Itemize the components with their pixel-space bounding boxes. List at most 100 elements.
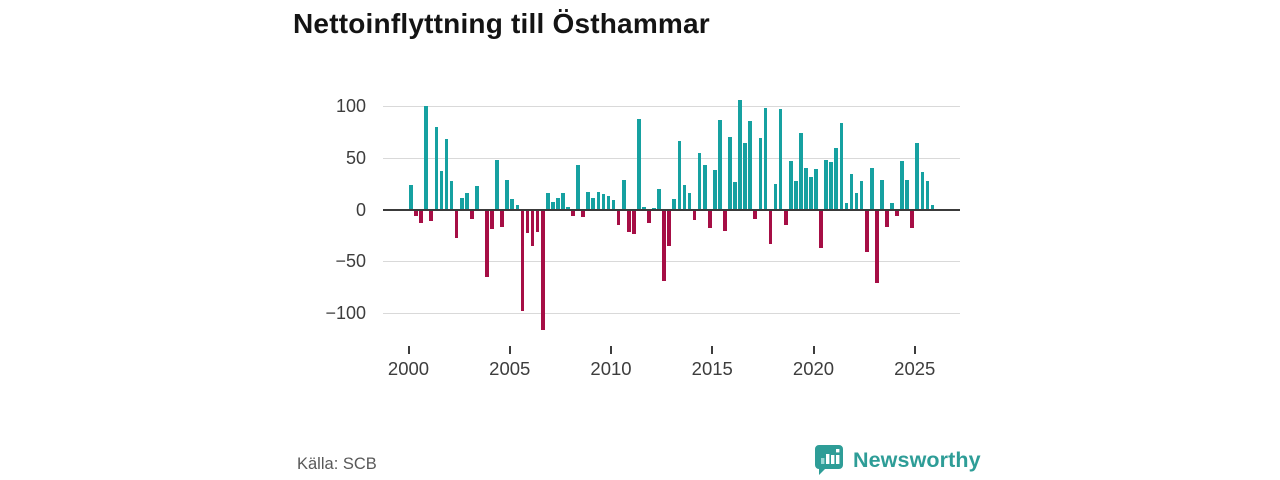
bar-2019-Q3 <box>804 168 808 210</box>
bar-2002-Q3 <box>459 198 464 210</box>
bar-2020-Q2 <box>819 211 823 249</box>
x-axis-tick-label: 2010 <box>590 358 632 379</box>
bar-2005-Q1 <box>510 199 515 210</box>
bar-2017-Q1 <box>753 211 758 220</box>
bar-2001-Q1 <box>429 211 434 222</box>
bar-2011-Q2 <box>637 118 641 210</box>
y-axis-tick-label: 50 <box>345 147 366 168</box>
bar-2024-Q4 <box>910 211 915 228</box>
bar-2021-Q4 <box>849 174 854 210</box>
bar-2014-Q1 <box>692 211 697 221</box>
bar-2022-Q2 <box>859 180 864 210</box>
bar-2017-Q2 <box>758 138 763 210</box>
bar-2023-Q3 <box>885 211 889 227</box>
bar-2007-Q1 <box>550 202 555 210</box>
bar-2015-Q4 <box>728 137 732 210</box>
bar-2004-Q3 <box>500 211 504 227</box>
bar-2018-Q3 <box>783 211 788 226</box>
bar-2002-Q1 <box>449 180 454 210</box>
bar-2020-Q3 <box>824 159 828 210</box>
bar-2012-Q4 <box>667 211 672 247</box>
newsworthy-logo-icon <box>815 445 843 475</box>
bar-2001-Q3 <box>439 171 444 210</box>
bar-2016-Q2 <box>738 99 742 210</box>
bar-2009-Q2 <box>596 191 601 210</box>
bar-2011-Q4 <box>647 211 651 224</box>
gridline-y--50 <box>383 261 960 263</box>
bar-2022-Q4 <box>869 168 874 210</box>
bar-2024-Q1 <box>895 211 899 217</box>
bar-2008-Q4 <box>586 191 591 210</box>
bar-2013-Q3 <box>682 184 687 210</box>
x-axis-tick-label: 2015 <box>691 358 733 379</box>
bar-2007-Q3 <box>561 192 565 210</box>
bar-2017-Q4 <box>768 211 773 245</box>
bar-2002-Q2 <box>454 211 459 238</box>
bar-2004-Q1 <box>490 211 494 229</box>
bar-2017-Q3 <box>763 108 768 210</box>
bar-2019-Q4 <box>809 177 813 210</box>
bar-2010-Q4 <box>626 211 631 232</box>
x-axis-tick-2025 <box>913 346 916 354</box>
x-axis-tick-2020 <box>812 346 815 354</box>
bar-2014-Q2 <box>697 152 702 210</box>
bar-2013-Q4 <box>687 192 692 210</box>
bar-2011-Q1 <box>631 211 636 234</box>
x-axis-tick-2005 <box>508 346 511 354</box>
y-axis-tick-label: −50 <box>335 251 366 272</box>
gridline-y--100 <box>383 312 960 314</box>
bar-2009-Q1 <box>591 198 596 210</box>
bar-2012-Q3 <box>662 211 666 282</box>
bar-2008-Q1 <box>571 211 575 217</box>
bar-2023-Q2 <box>880 179 884 210</box>
bar-2005-Q2 <box>515 205 520 210</box>
x-axis-tick-2000 <box>407 346 410 354</box>
bar-2010-Q3 <box>621 179 626 210</box>
bar-2013-Q1 <box>672 199 677 210</box>
bar-2015-Q1 <box>712 170 717 210</box>
bar-2002-Q4 <box>464 192 469 210</box>
bar-2018-Q4 <box>788 160 793 210</box>
bar-2016-Q4 <box>748 120 753 210</box>
bar-2018-Q2 <box>778 109 783 210</box>
bar-2024-Q3 <box>905 179 909 210</box>
bar-2008-Q3 <box>581 211 585 218</box>
bar-2021-Q3 <box>844 203 849 210</box>
bar-2016-Q3 <box>743 143 747 210</box>
bar-2005-Q4 <box>525 211 530 233</box>
y-axis-tick-label: 100 <box>335 96 366 117</box>
bar-2004-Q2 <box>495 159 499 210</box>
x-axis-tick-label: 2025 <box>894 358 936 379</box>
bar-2021-Q1 <box>834 148 839 210</box>
bar-2023-Q1 <box>874 211 879 284</box>
bar-2011-Q3 <box>642 207 646 210</box>
bar-2025-Q4 <box>930 205 935 210</box>
bar-2019-Q1 <box>793 180 798 210</box>
bar-2020-Q1 <box>814 169 818 210</box>
bar-2010-Q2 <box>616 211 621 226</box>
x-axis-tick-2015 <box>711 346 714 354</box>
bar-2005-Q3 <box>520 211 525 312</box>
bar-2001-Q2 <box>434 126 439 210</box>
bar-2010-Q1 <box>611 200 616 210</box>
gridline-y-50 <box>383 157 960 159</box>
bar-2000-Q3 <box>419 211 423 224</box>
bar-2024-Q2 <box>900 160 904 210</box>
bar-2014-Q4 <box>707 211 712 228</box>
newsworthy-logo-text: Newsworthy <box>853 447 981 472</box>
bar-2023-Q4 <box>890 203 894 210</box>
bar-2025-Q1 <box>915 143 920 210</box>
bar-2012-Q1 <box>652 208 656 210</box>
bar-2006-Q2 <box>535 211 540 232</box>
x-axis-tick-label: 2005 <box>489 358 531 379</box>
bar-2007-Q2 <box>556 198 560 210</box>
bar-2025-Q2 <box>920 172 925 210</box>
bar-2012-Q2 <box>657 188 661 210</box>
bar-2007-Q4 <box>566 207 570 210</box>
bar-2003-Q4 <box>485 211 489 278</box>
bar-2006-Q1 <box>530 211 535 247</box>
bar-2000-Q2 <box>414 211 418 217</box>
bar-2021-Q2 <box>839 122 844 210</box>
gridline-y-100 <box>383 106 960 108</box>
